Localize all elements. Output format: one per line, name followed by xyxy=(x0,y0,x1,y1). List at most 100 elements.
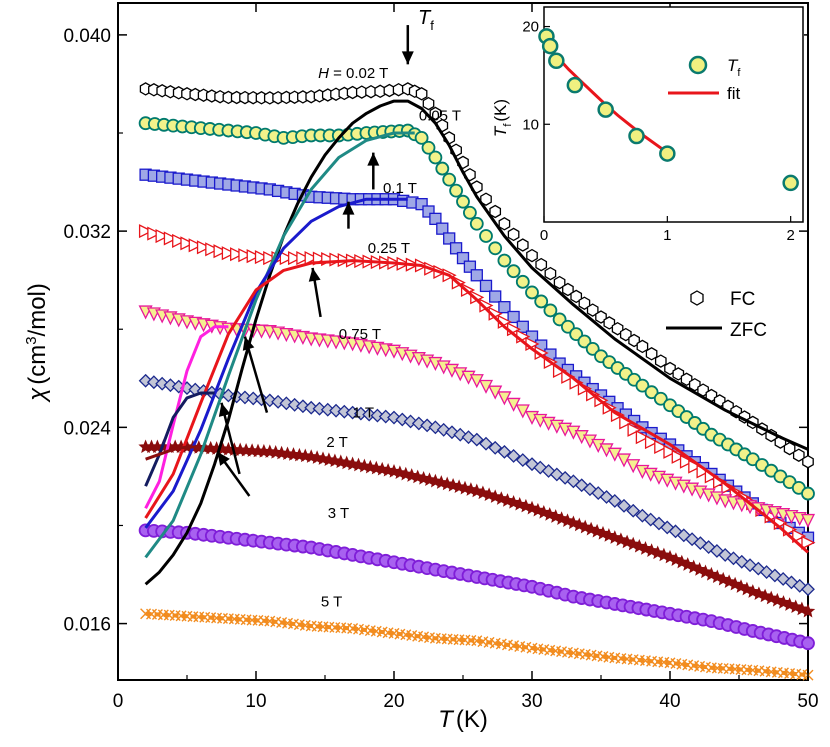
data-point xyxy=(436,222,449,235)
data-point xyxy=(172,233,187,248)
data-point xyxy=(421,140,436,155)
data-point xyxy=(497,253,512,268)
series-0-75-t-fc xyxy=(138,305,816,529)
inset-y-unit: (K) xyxy=(491,99,510,122)
data-point xyxy=(654,354,667,368)
series-0-25-t-zfc xyxy=(144,259,809,554)
arrow-head xyxy=(308,267,321,282)
data-point xyxy=(479,436,493,451)
data-point xyxy=(644,435,660,450)
data-point xyxy=(480,192,492,206)
data-point xyxy=(254,250,269,265)
y-tick-label: 0.024 xyxy=(63,418,111,439)
data-point xyxy=(617,498,631,513)
series-2-t-fc xyxy=(138,439,816,618)
data-point xyxy=(644,385,659,400)
data-point xyxy=(671,449,686,464)
data-point xyxy=(488,241,503,256)
data-point xyxy=(428,150,443,165)
series-0-75-t-zfc xyxy=(144,325,229,509)
data-point xyxy=(654,439,669,455)
main-curves xyxy=(138,82,816,681)
data-point xyxy=(429,106,442,121)
data-point xyxy=(489,290,502,303)
data-point xyxy=(180,236,195,251)
data-point xyxy=(449,183,464,198)
data-point xyxy=(415,87,428,101)
data-point xyxy=(570,289,583,304)
annotation-arrow xyxy=(367,152,380,190)
data-point xyxy=(479,279,493,293)
series-0-02-t-zfc xyxy=(144,99,809,586)
data-point xyxy=(246,249,261,264)
data-point xyxy=(497,444,512,459)
data-point xyxy=(435,161,450,176)
arrow-shaft xyxy=(243,336,269,413)
x-tick-label: 20 xyxy=(383,691,404,712)
data-point xyxy=(415,197,428,211)
x-tick-label: 40 xyxy=(659,691,680,712)
curve-label-0-02-t: H = 0.02 T xyxy=(318,65,388,82)
x-tick-label: 10 xyxy=(245,691,266,712)
y-axis-symbol: χ xyxy=(24,387,51,403)
data-point xyxy=(188,238,203,253)
series-1-t-zfc xyxy=(144,391,215,487)
inset-tf-point xyxy=(628,127,645,145)
annotation-arrow xyxy=(242,336,269,413)
data-point xyxy=(578,296,591,310)
data-point xyxy=(456,194,470,209)
data-point xyxy=(544,266,557,281)
data-point xyxy=(645,347,658,361)
data-point xyxy=(456,251,470,265)
data-point xyxy=(802,454,814,469)
data-point xyxy=(506,264,521,279)
arrow-head xyxy=(342,201,355,215)
inset-x-tick-label: 2 xyxy=(786,227,794,244)
data-point xyxy=(304,400,319,415)
data-point xyxy=(498,301,511,314)
data-point xyxy=(221,246,236,261)
data-point xyxy=(463,260,477,273)
data-point xyxy=(205,242,220,257)
arrow-head xyxy=(242,336,255,351)
data-point xyxy=(304,251,319,266)
data-point xyxy=(353,406,368,421)
data-point xyxy=(792,448,805,462)
annotation-arrow xyxy=(218,402,241,475)
annotation-arrow xyxy=(342,201,355,229)
data-point xyxy=(138,224,154,239)
x-axis-unit: (K) xyxy=(456,706,488,733)
inset-y-axis-title: Tf(K) xyxy=(491,99,514,137)
y-axis-unit-sup: 3 xyxy=(23,336,40,344)
data-point xyxy=(443,232,456,245)
data-point xyxy=(238,248,253,263)
data-point xyxy=(329,403,343,418)
data-point xyxy=(800,603,816,618)
inset-legend-tf-marker xyxy=(688,55,708,75)
y-axis-unit-b: /mol) xyxy=(24,283,51,336)
data-point xyxy=(296,251,311,266)
inset-legend-tf-subscript: f xyxy=(737,67,741,79)
y-axis-title: χ (cm3/mol) xyxy=(23,283,51,403)
x-axis-title: T (K) xyxy=(438,706,488,733)
curve-label-h-rest: = 0.02 T xyxy=(329,65,388,82)
series-5-t-fc xyxy=(140,608,814,681)
inset-ticks: 0 1 2 10 20 xyxy=(522,19,795,244)
x-tick-label: 50 xyxy=(797,691,818,712)
data-point xyxy=(279,251,294,266)
data-point xyxy=(526,248,538,263)
data-point xyxy=(479,229,493,243)
data-point xyxy=(414,131,429,145)
data-point xyxy=(422,96,435,111)
data-point xyxy=(498,217,511,231)
curve-label-1-t: 1 T xyxy=(353,405,374,422)
data-point xyxy=(586,303,599,317)
data-point xyxy=(462,205,477,220)
data-point xyxy=(635,378,650,393)
inset-x-tick-label: 1 xyxy=(663,227,671,244)
data-point xyxy=(506,449,521,463)
data-point xyxy=(362,407,377,422)
inset-legend-tf-symbol: T xyxy=(727,56,739,75)
data-point xyxy=(422,205,435,218)
